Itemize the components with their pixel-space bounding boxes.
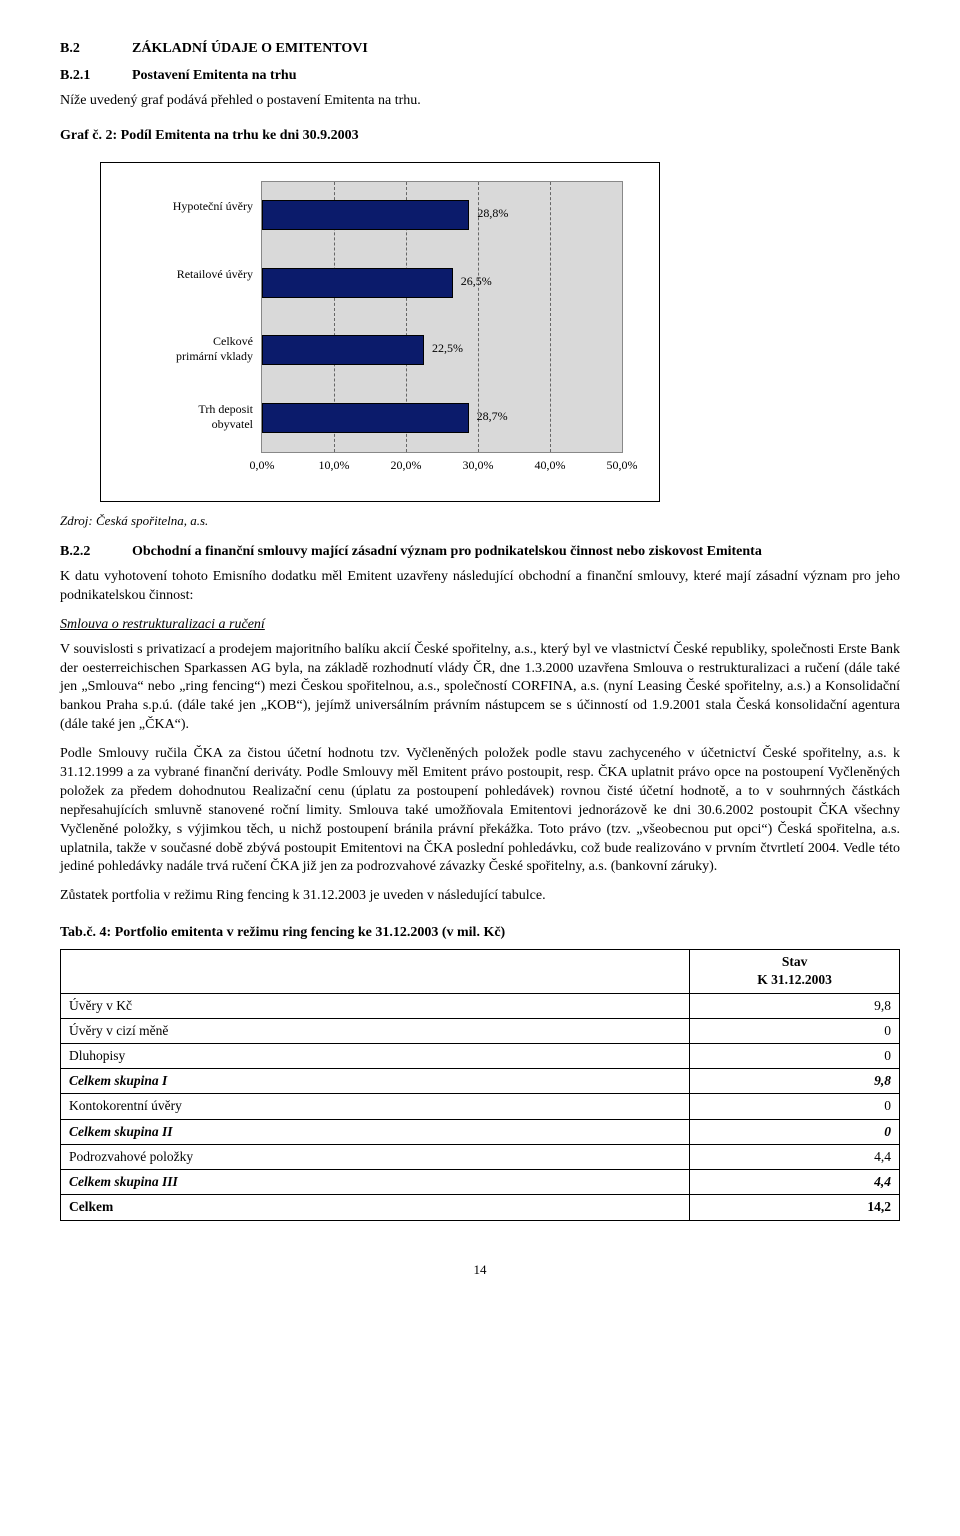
chart-value-label: 22,5% bbox=[432, 340, 463, 356]
table-row-value: 0 bbox=[690, 1094, 900, 1119]
subsection-b21-heading: B.2.1 Postavení Emitenta na trhu bbox=[60, 67, 900, 86]
table-row: Dluhopisy0 bbox=[61, 1044, 900, 1069]
chart-bar bbox=[262, 403, 469, 433]
table-head-value: Stav K 31.12.2003 bbox=[690, 950, 900, 993]
chart-category-label: Hypoteční úvěry bbox=[113, 199, 253, 214]
table-row: Podrozvahové položky4,4 bbox=[61, 1144, 900, 1169]
chart-xtick-label: 10,0% bbox=[319, 457, 350, 473]
subsection-b22-heading: B.2.2 Obchodní a finanční smlouvy mající… bbox=[60, 543, 900, 562]
table-caption: Tab.č. 4: Portfolio emitenta v režimu ri… bbox=[60, 924, 900, 943]
chart-category-label: Trh deposit obyvatel bbox=[113, 402, 253, 432]
market-share-chart: 0,0% 10,0% 20,0% 30,0% 40,0% 50,0% 28,8% 26,5% 2… bbox=[100, 162, 660, 502]
table-row-value: 9,8 bbox=[690, 993, 900, 1018]
chart-plot-area: 0,0%10,0%20,0%30,0%40,0%50,0%28,8%26,5%2… bbox=[261, 181, 623, 453]
table-row-value: 9,8 bbox=[690, 1069, 900, 1094]
table-row-value: 0 bbox=[690, 1044, 900, 1069]
table-row: Celkem skupina I9,8 bbox=[61, 1069, 900, 1094]
table-row: Celkem skupina III4,4 bbox=[61, 1170, 900, 1195]
chart-bar bbox=[262, 335, 424, 365]
section-b2-heading: B.2 ZÁKLADNÍ ÚDAJE O EMITENTOVI bbox=[60, 40, 900, 59]
portfolio-table: Stav K 31.12.2003 Úvěry v Kč9,8Úvěry v c… bbox=[60, 949, 900, 1220]
table-row-label: Celkem skupina I bbox=[61, 1069, 690, 1094]
section-number: B.2 bbox=[60, 40, 108, 59]
chart-xtick-label: 30,0% bbox=[463, 457, 494, 473]
chart-value-label: 26,5% bbox=[461, 273, 492, 289]
subsection-number: B.2.1 bbox=[60, 67, 108, 86]
agreement-subtitle: Smlouva o restrukturalizaci a ručení bbox=[60, 616, 900, 635]
b22-intro: K datu vyhotovení tohoto Emisního dodatk… bbox=[60, 568, 900, 606]
intro-paragraph: Níže uvedený graf podává přehled o posta… bbox=[60, 92, 900, 111]
chart-source: Zdroj: Česká spořitelna, a.s. bbox=[60, 512, 900, 530]
subsection-number: B.2.2 bbox=[60, 543, 108, 562]
table-row-value: 0 bbox=[690, 1018, 900, 1043]
page-number: 14 bbox=[60, 1261, 900, 1279]
chart-bar-slot: 22,5% bbox=[262, 327, 622, 373]
table-body: Úvěry v Kč9,8Úvěry v cizí měně0Dluhopisy… bbox=[61, 993, 900, 1220]
table-row-label: Úvěry v Kč bbox=[61, 993, 690, 1018]
b22-p3: Zůstatek portfolia v režimu Ring fencing… bbox=[60, 887, 900, 906]
chart-bar-slot: 28,8% bbox=[262, 192, 622, 238]
chart-value-label: 28,8% bbox=[477, 205, 508, 221]
chart-bar bbox=[262, 268, 453, 298]
chart-category-label: Celkové primární vklady bbox=[113, 334, 253, 364]
chart-category-label: Retailové úvěry bbox=[113, 267, 253, 282]
table-row-value: 4,4 bbox=[690, 1170, 900, 1195]
chart-xtick-label: 20,0% bbox=[391, 457, 422, 473]
chart-xtick-label: 40,0% bbox=[535, 457, 566, 473]
table-row: Celkem14,2 bbox=[61, 1195, 900, 1220]
table-row: Úvěry v cizí měně0 bbox=[61, 1018, 900, 1043]
table-row-label: Kontokorentní úvěry bbox=[61, 1094, 690, 1119]
table-row-value: 14,2 bbox=[690, 1195, 900, 1220]
table-row-value: 4,4 bbox=[690, 1144, 900, 1169]
table-row-label: Celkem skupina III bbox=[61, 1170, 690, 1195]
table-head-empty bbox=[61, 950, 690, 993]
table-row: Kontokorentní úvěry0 bbox=[61, 1094, 900, 1119]
table-row-label: Podrozvahové položky bbox=[61, 1144, 690, 1169]
table-row-label: Celkem skupina II bbox=[61, 1119, 690, 1144]
table-row-value: 0 bbox=[690, 1119, 900, 1144]
subsection-title: Obchodní a finanční smlouvy mající zásad… bbox=[132, 543, 762, 562]
chart-bar-slot: 28,7% bbox=[262, 395, 622, 441]
table-row-label: Úvěry v cizí měně bbox=[61, 1018, 690, 1043]
subsection-title: Postavení Emitenta na trhu bbox=[132, 67, 297, 86]
table-row: Celkem skupina II0 bbox=[61, 1119, 900, 1144]
section-title: ZÁKLADNÍ ÚDAJE O EMITENTOVI bbox=[132, 40, 368, 59]
b22-p1: V souvislosti s privatizací a prodejem m… bbox=[60, 641, 900, 735]
chart-bar-slot: 26,5% bbox=[262, 260, 622, 306]
chart-value-label: 28,7% bbox=[477, 408, 508, 424]
chart-xtick-label: 0,0% bbox=[250, 457, 275, 473]
chart-title: Graf č. 2: Podíl Emitenta na trhu ke dni… bbox=[60, 127, 900, 146]
table-row-label: Celkem bbox=[61, 1195, 690, 1220]
table-row: Úvěry v Kč9,8 bbox=[61, 993, 900, 1018]
b22-p2: Podle Smlouvy ručila ČKA za čistou účetn… bbox=[60, 745, 900, 877]
table-row-label: Dluhopisy bbox=[61, 1044, 690, 1069]
chart-xtick-label: 50,0% bbox=[607, 457, 638, 473]
chart-bar bbox=[262, 200, 469, 230]
